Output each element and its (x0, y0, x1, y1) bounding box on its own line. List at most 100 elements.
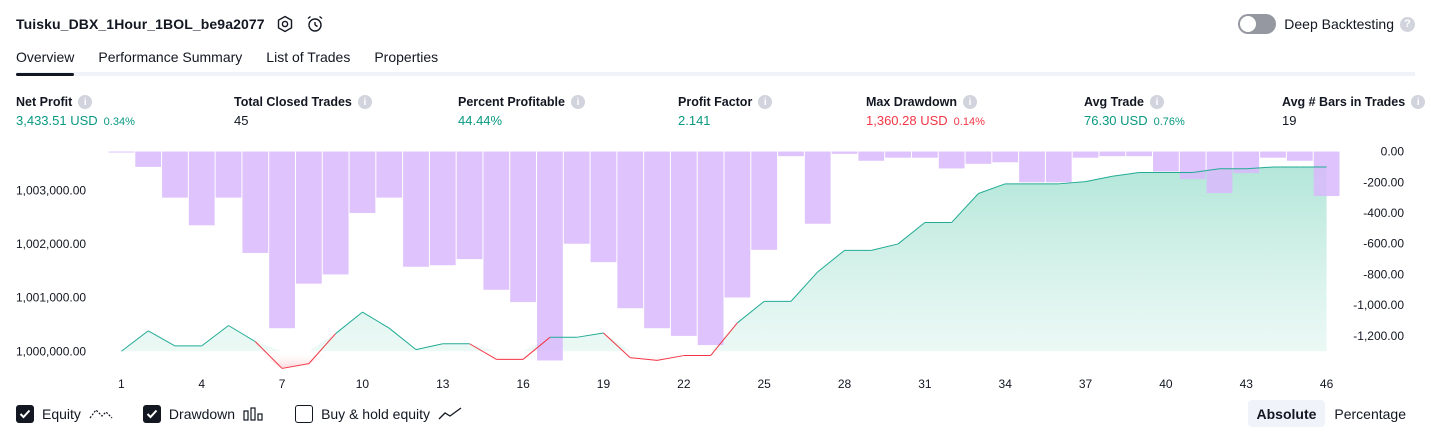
drawdown-bar (1206, 151, 1233, 194)
tab-performance-summary[interactable]: Performance Summary (98, 49, 243, 65)
metric-value: 45 (234, 113, 249, 128)
tab-properties[interactable]: Properties (374, 49, 439, 65)
info-icon[interactable]: i (357, 95, 372, 109)
deep-backtesting-label: Deep Backtesting (1284, 16, 1394, 32)
info-icon[interactable]: i (963, 95, 977, 109)
x-axis-tick: 4 (198, 377, 205, 391)
drawdown-bar (1179, 151, 1206, 180)
right-axis-tick: -1,000.00 (1353, 298, 1404, 312)
drawdown-bar (992, 151, 1019, 163)
right-axis-tick: 0.00 (1381, 145, 1405, 159)
drawdown-bar (1260, 151, 1286, 158)
info-icon[interactable]: i (78, 95, 93, 109)
drawdown-bar (188, 151, 215, 226)
drawdown-bar (670, 151, 697, 336)
drawdown-bar (295, 151, 322, 284)
legend-equity[interactable]: Equity (16, 405, 113, 423)
metric-sub: 0.34% (103, 116, 135, 128)
drawdown-bar (108, 151, 135, 153)
equity-line-segment (415, 343, 443, 351)
absolute-button[interactable]: Absolute (1247, 400, 1326, 427)
equity-line-segment (281, 363, 309, 369)
x-axis-tick: 7 (279, 377, 286, 391)
metric-label: Avg Trade (1084, 95, 1144, 109)
legend-drawdown[interactable]: Drawdown (142, 405, 265, 423)
drawdown-checkbox[interactable] (142, 405, 161, 423)
drawdown-bar (322, 151, 349, 275)
alarm-clock-add-icon[interactable] (305, 14, 325, 34)
drawdown-bar (697, 151, 724, 346)
left-axis-tick: 1,003,000.00 (16, 183, 86, 197)
equity-line-segment (308, 333, 337, 364)
info-icon[interactable]: i (758, 95, 773, 109)
metric-profit-factor: Profit Factor i 2.141 (678, 94, 773, 128)
equity-line-segment (897, 222, 926, 245)
metric-label: Avg # Bars in Trades (1282, 95, 1406, 109)
drawdown-bar (858, 151, 885, 161)
drawdown-bar (778, 151, 804, 157)
help-question-icon[interactable]: ? (1400, 16, 1415, 32)
drawdown-bar (965, 151, 992, 164)
buy-hold-checkbox[interactable] (295, 405, 314, 423)
drawdown-bar (1019, 151, 1045, 183)
right-axis-tick: -200.00 (1363, 175, 1404, 189)
drawdown-bar (456, 151, 483, 260)
drawdown-bar (1099, 151, 1126, 157)
percentage-button[interactable]: Percentage (1334, 405, 1406, 422)
tab-list-of-trades[interactable]: List of Trades (266, 49, 351, 65)
equity-line-segment (576, 332, 604, 338)
chart-legend: Equity Drawdown Buy & hold equity (16, 403, 492, 425)
metric-value: 76.30 USD (1084, 113, 1148, 128)
equity-line-segment (1192, 168, 1220, 174)
equity-line-segment (121, 330, 149, 352)
metric-sub: 0.76% (1153, 116, 1185, 128)
metric-value: 3,433.51 USD (16, 113, 98, 128)
equity-line-segment (388, 327, 417, 351)
equity-line-segment (469, 343, 497, 360)
tab-overview[interactable]: Overview (16, 44, 75, 76)
right-axis-tick: -600.00 (1363, 237, 1404, 251)
header: Tuisku_DBX_1Hour_1BOL_be9a2077 (16, 12, 325, 36)
tab-bar: Overview Performance Summary List of Tra… (16, 44, 1415, 76)
left-axis-tick: 1,002,000.00 (16, 237, 86, 251)
equity-line-segment (201, 325, 229, 347)
info-icon[interactable]: i (1411, 95, 1426, 109)
equity-line-segment (817, 249, 845, 273)
x-axis-tick: 10 (356, 377, 370, 391)
x-axis-tick: 25 (757, 377, 771, 391)
settings-gear-icon[interactable] (275, 14, 295, 34)
drawdown-bar (510, 151, 537, 303)
metric-avg-trade: Avg Trade i 76.30 USD 0.76% (1084, 94, 1185, 128)
drawdown-bar (724, 151, 751, 298)
x-axis-tick: 28 (838, 377, 852, 391)
drawdown-bar (644, 151, 670, 329)
drawdown-bar (349, 151, 376, 213)
equity-line-segment (603, 332, 631, 359)
drawdown-bar (162, 151, 188, 198)
x-axis-tick: 31 (918, 377, 932, 391)
drawdown-bar (376, 151, 403, 198)
drawdown-bar (804, 151, 831, 224)
info-icon[interactable]: i (1149, 95, 1164, 109)
metric-avg-bars-in-trades: Avg # Bars in Trades i 19 (1282, 94, 1426, 128)
drawdown-bar (911, 151, 938, 158)
drawdown-bar (885, 151, 911, 158)
drawdown-bar (1153, 151, 1179, 172)
drawdown-bar (483, 151, 510, 290)
equity-line-segment (1058, 181, 1086, 185)
legend-buy-hold[interactable]: Buy & hold equity (295, 405, 462, 423)
equity-checkbox[interactable] (16, 405, 34, 423)
drawdown-bar (1045, 151, 1072, 183)
metric-percent-profitable: Percent Profitable i 44.44% (458, 94, 585, 128)
buy-hold-line-icon (438, 407, 462, 421)
x-axis-tick: 22 (677, 377, 691, 391)
equity-line-icon (89, 407, 113, 421)
equity-drawdown-chart[interactable]: 1,000,000.00 1,001,000.00 1,002,000.00 1,00… (0, 140, 1431, 395)
info-icon[interactable]: i (570, 95, 585, 109)
equity-loss-area (121, 351, 1327, 369)
deep-backtesting-toggle[interactable] (1238, 14, 1277, 34)
drawdown-bar (403, 151, 429, 267)
equity-line-segment (710, 322, 738, 356)
drawdown-bar (215, 151, 242, 198)
equity-line-segment (790, 271, 819, 302)
